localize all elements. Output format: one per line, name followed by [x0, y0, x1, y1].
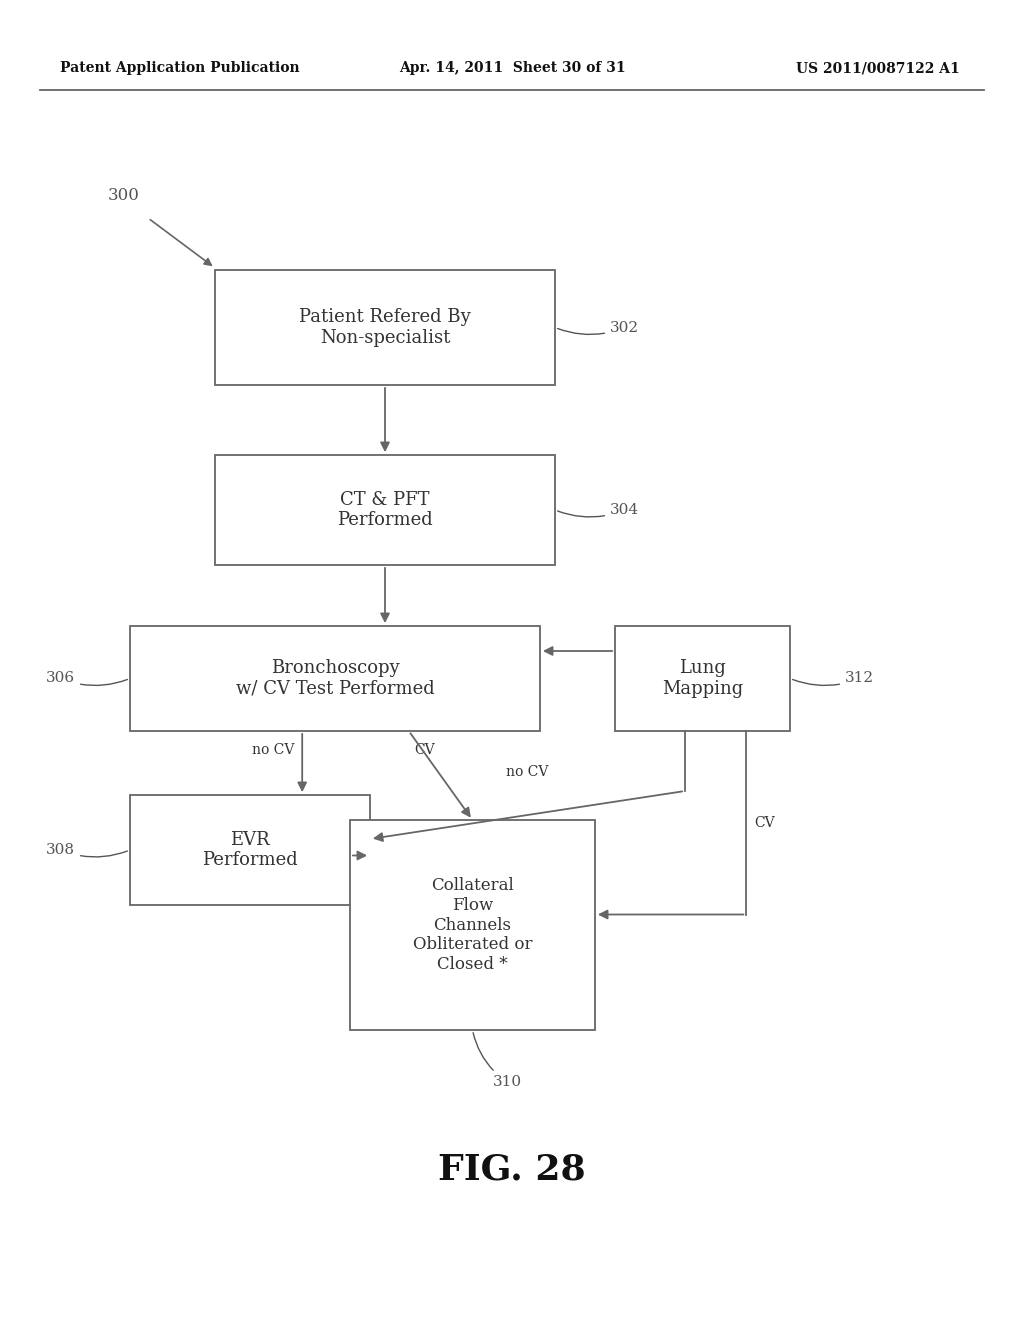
Text: 302: 302	[558, 321, 639, 334]
Text: US 2011/0087122 A1: US 2011/0087122 A1	[797, 61, 961, 75]
Text: 308: 308	[46, 843, 127, 857]
Bar	[350, 820, 595, 1030]
Text: Patient Refered By
Non-specialist: Patient Refered By Non-specialist	[299, 308, 471, 347]
Bar	[615, 626, 790, 731]
Text: Apr. 14, 2011  Sheet 30 of 31: Apr. 14, 2011 Sheet 30 of 31	[398, 61, 626, 75]
Text: CV: CV	[414, 743, 434, 756]
Text: Bronchoscopy
w/ CV Test Performed: Bronchoscopy w/ CV Test Performed	[236, 659, 434, 698]
Text: 312: 312	[793, 672, 874, 685]
Bar	[130, 626, 540, 731]
Text: FIG. 28: FIG. 28	[438, 1152, 586, 1187]
Text: no CV: no CV	[506, 766, 549, 779]
Text: 300: 300	[108, 186, 140, 203]
Text: Patent Application Publication: Patent Application Publication	[60, 61, 300, 75]
Text: CT & PFT
Performed: CT & PFT Performed	[337, 491, 433, 529]
Text: CV: CV	[755, 816, 775, 830]
Text: no CV: no CV	[252, 743, 294, 756]
Text: EVR
Performed: EVR Performed	[202, 830, 298, 870]
Bar	[215, 455, 555, 565]
Bar	[130, 795, 370, 906]
Text: Lung
Mapping: Lung Mapping	[662, 659, 743, 698]
Bar	[215, 271, 555, 385]
Text: Collateral
Flow
Channels
Obliterated or
Closed *: Collateral Flow Channels Obliterated or …	[413, 878, 532, 973]
Text: 304: 304	[558, 503, 639, 517]
Text: 310: 310	[473, 1032, 521, 1089]
Text: 306: 306	[46, 672, 127, 685]
